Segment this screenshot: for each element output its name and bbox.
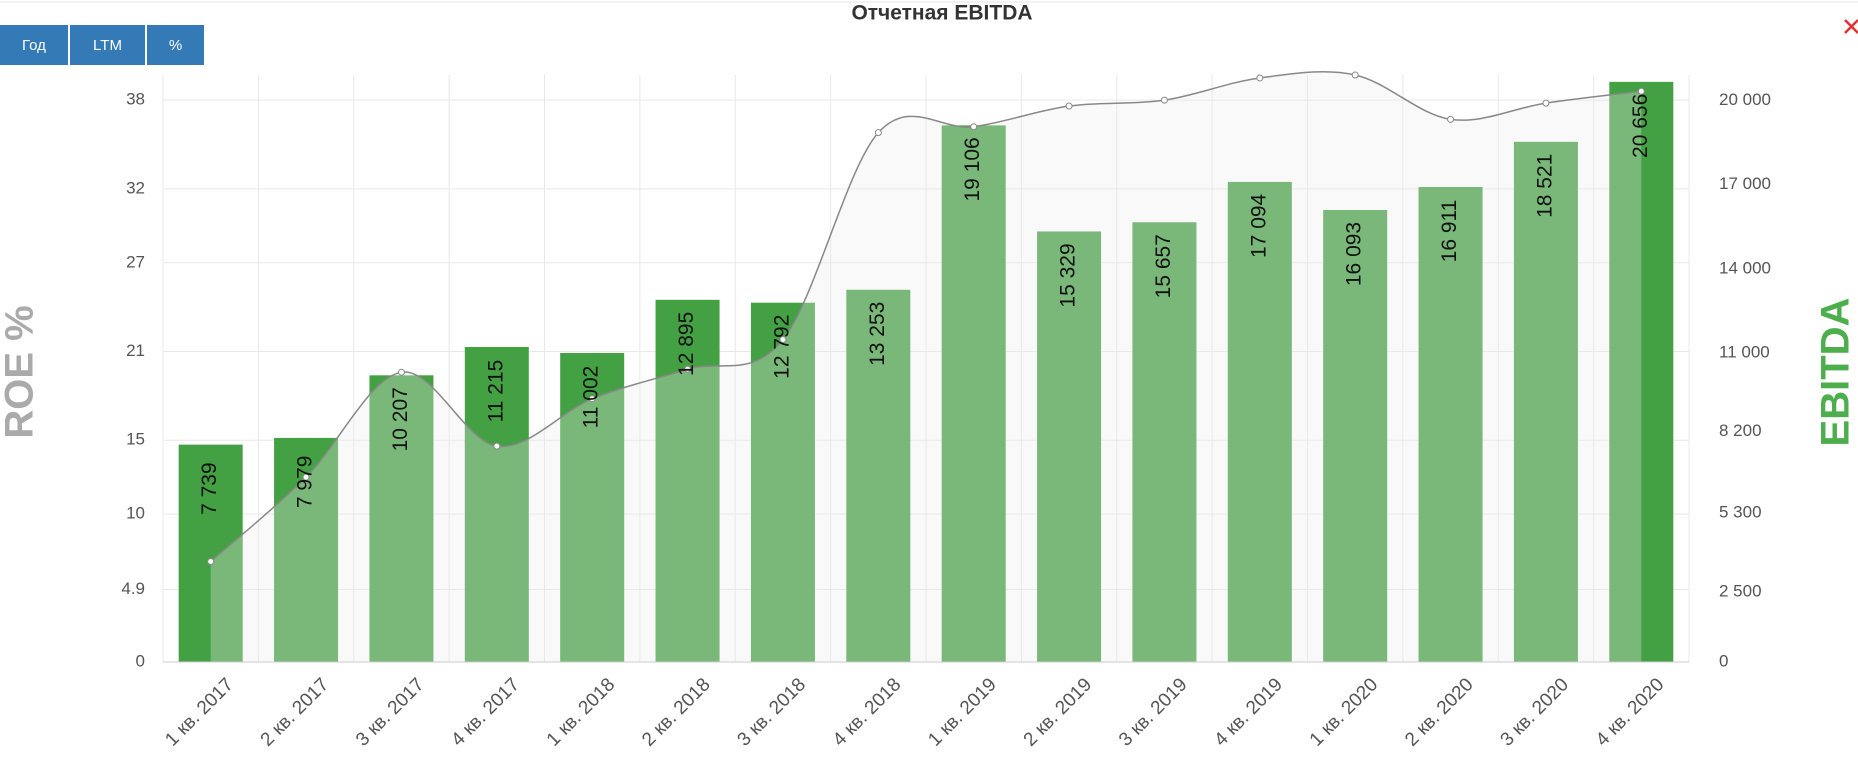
value-label: 11 215 (484, 360, 507, 423)
roe-marker (970, 123, 978, 131)
bar (178, 444, 243, 662)
value-label: 17 094 (1247, 193, 1270, 258)
bar (941, 125, 1006, 663)
y-tick-label: 0 (136, 651, 145, 670)
x-tick-label: 3 кв. 2018 (734, 674, 810, 750)
value-label: 12 895 (675, 312, 698, 376)
roe-marker (1256, 74, 1264, 82)
x-tick-label: 1 кв. 2019 (924, 674, 1000, 750)
y2-tick-label: 8 200 (1719, 421, 1762, 440)
x-tick-label: 3 кв. 2019 (1115, 674, 1191, 750)
y-tick-label: 32 (126, 178, 145, 197)
y2-axis-title: EBITDA (1814, 298, 1858, 447)
x-tick-label: 1 кв. 2017 (161, 674, 237, 750)
x-tick-label: 4 кв. 2018 (829, 674, 905, 750)
percent-button[interactable]: % (147, 25, 204, 65)
value-label: 20 656 (1629, 94, 1652, 158)
y2-tick-label: 2 500 (1719, 581, 1762, 600)
bar (1227, 181, 1292, 662)
roe-marker (1160, 96, 1168, 104)
x-tick-label: 2 кв. 2020 (1401, 674, 1477, 750)
y-tick-label: 21 (126, 341, 145, 360)
x-tick-label: 4 кв. 2020 (1592, 674, 1668, 750)
period-button[interactable]: Год (0, 25, 68, 65)
roe-marker (1637, 87, 1645, 95)
bar (846, 289, 911, 662)
value-label: 7 979 (294, 456, 317, 509)
roe-marker (684, 365, 692, 373)
close-icon[interactable] (1844, 19, 1858, 34)
bar (1037, 231, 1102, 662)
x-tick-label: 3 кв. 2020 (1497, 674, 1573, 750)
x-tick-label: 1 кв. 2018 (543, 674, 619, 750)
bar (655, 299, 720, 662)
y-tick-label: 38 (126, 90, 145, 109)
y-tick-label: 27 (126, 252, 145, 271)
roe-marker (493, 442, 501, 450)
bar (464, 347, 529, 662)
x-tick-label: 2 кв. 2019 (1020, 674, 1096, 750)
bar (560, 352, 625, 662)
roe-marker (1065, 102, 1073, 110)
bar (1323, 210, 1388, 662)
bar (750, 302, 815, 662)
roe-marker (1447, 115, 1455, 123)
period-button[interactable]: LTM (70, 25, 145, 65)
roe-marker (1351, 71, 1359, 79)
roe-marker (397, 368, 405, 376)
y2-tick-label: 11 000 (1719, 343, 1770, 362)
roe-marker (588, 395, 596, 403)
bar (369, 375, 434, 662)
value-label: 15 329 (1057, 243, 1080, 307)
roe-marker (1542, 99, 1550, 107)
roe-marker (207, 557, 215, 565)
value-label: 7 739 (198, 462, 221, 515)
value-label: 19 106 (961, 137, 984, 201)
roe-marker (302, 473, 310, 481)
x-tick-label: 2 кв. 2018 (638, 674, 714, 750)
value-label: 11 002 (580, 366, 603, 429)
y2-tick-label: 20 000 (1719, 90, 1771, 109)
value-label: 18 521 (1533, 154, 1556, 218)
y-axis-title: ROE % (0, 305, 42, 438)
y2-tick-label: 5 300 (1719, 503, 1762, 522)
roe-marker (779, 336, 787, 344)
bar (1609, 81, 1674, 662)
y2-tick-label: 14 000 (1719, 258, 1771, 277)
x-tick-label: 4 кв. 2019 (1210, 674, 1286, 750)
bar (1513, 141, 1578, 662)
roe-marker (874, 129, 882, 137)
value-label: 16 911 (1438, 200, 1461, 263)
x-tick-label: 2 кв. 2017 (257, 674, 333, 750)
y2-tick-label: 0 (1719, 651, 1728, 670)
value-label: 16 093 (1343, 222, 1366, 286)
y2-tick-label: 17 000 (1719, 174, 1771, 193)
value-label: 15 657 (1152, 234, 1175, 298)
value-label: 10 207 (389, 387, 412, 451)
chart-title: Отчетная EBITDA (851, 2, 1032, 25)
bar (1132, 222, 1197, 662)
bar (1418, 187, 1483, 662)
value-label: 12 792 (770, 315, 793, 379)
x-tick-label: 4 кв. 2017 (447, 674, 523, 750)
y-tick-label: 10 (126, 504, 145, 523)
roe-line (210, 71, 1642, 563)
roe-area (210, 71, 1642, 662)
x-tick-label: 3 кв. 2017 (352, 674, 428, 750)
x-tick-label: 1 кв. 2020 (1306, 674, 1382, 750)
y-tick-label: 4.9 (121, 579, 145, 598)
y-tick-label: 15 (126, 430, 145, 449)
value-label: 13 253 (866, 302, 889, 366)
